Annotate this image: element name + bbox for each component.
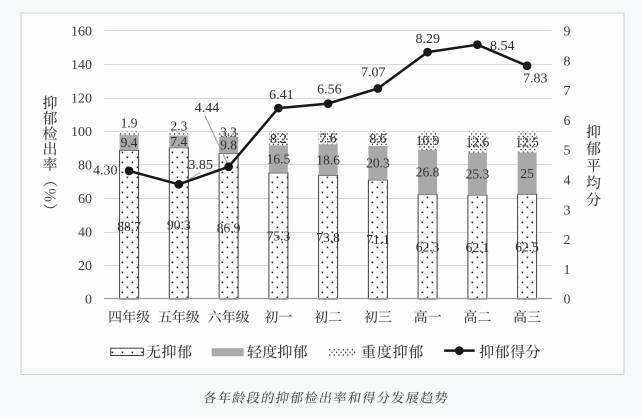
svg-text:160: 160 (71, 25, 92, 40)
svg-text:1: 1 (564, 263, 571, 278)
svg-text:73.8: 73.8 (316, 230, 340, 245)
svg-text:2: 2 (564, 233, 571, 248)
svg-text:0: 0 (85, 293, 92, 308)
svg-text:3.85: 3.85 (188, 158, 213, 173)
svg-text:25.3: 25.3 (466, 166, 490, 181)
svg-text:8.2: 8.2 (270, 131, 287, 146)
svg-text:80: 80 (78, 159, 92, 174)
svg-text:1.9: 1.9 (121, 116, 138, 131)
svg-text:0: 0 (564, 293, 571, 308)
svg-text:62.1: 62.1 (466, 240, 490, 255)
svg-text:6.56: 6.56 (317, 82, 342, 97)
svg-text:7.4: 7.4 (170, 134, 187, 149)
svg-text:3: 3 (564, 203, 571, 218)
svg-text:71.1: 71.1 (366, 232, 390, 247)
svg-text:7.6: 7.6 (320, 130, 337, 145)
svg-text:4.44: 4.44 (195, 101, 220, 116)
svg-text:140: 140 (71, 58, 92, 73)
svg-text:62.3: 62.3 (416, 240, 440, 255)
svg-text:12.6: 12.6 (466, 135, 490, 150)
svg-text:86.9: 86.9 (217, 220, 241, 235)
svg-text:100: 100 (71, 125, 92, 140)
svg-text:16.5: 16.5 (267, 152, 291, 167)
svg-text:4: 4 (564, 174, 571, 189)
svg-text:8.54: 8.54 (490, 39, 515, 54)
svg-text:120: 120 (71, 92, 92, 107)
svg-text:8.29: 8.29 (416, 32, 441, 47)
svg-text:4.30: 4.30 (93, 164, 118, 179)
svg-text:26.8: 26.8 (416, 165, 440, 180)
svg-text:12.5: 12.5 (515, 134, 539, 149)
svg-text:9.8: 9.8 (220, 138, 237, 153)
svg-text:60: 60 (78, 192, 92, 207)
svg-text:8.6: 8.6 (369, 131, 386, 146)
svg-text:62.5: 62.5 (515, 239, 539, 254)
svg-text:6.41: 6.41 (269, 88, 294, 103)
svg-text:18.6: 18.6 (316, 152, 340, 167)
svg-text:7: 7 (564, 84, 571, 99)
svg-text:8: 8 (564, 54, 571, 69)
svg-text:75.3: 75.3 (267, 229, 291, 244)
svg-text:9: 9 (564, 25, 571, 40)
svg-text:90.3: 90.3 (167, 217, 191, 232)
svg-text:20: 20 (78, 259, 92, 274)
svg-text:20.3: 20.3 (366, 155, 390, 170)
svg-text:88.7: 88.7 (117, 219, 141, 234)
svg-text:5: 5 (564, 144, 571, 159)
svg-text:7.07: 7.07 (361, 66, 386, 81)
svg-text:7.83: 7.83 (523, 71, 548, 86)
svg-text:6: 6 (564, 114, 571, 129)
svg-text:10.9: 10.9 (416, 133, 440, 148)
svg-text:25: 25 (520, 166, 534, 181)
svg-text:3.3: 3.3 (220, 125, 237, 140)
svg-text:40: 40 (78, 226, 92, 241)
svg-text:9.4: 9.4 (121, 135, 138, 150)
svg-text:2.3: 2.3 (170, 119, 187, 134)
